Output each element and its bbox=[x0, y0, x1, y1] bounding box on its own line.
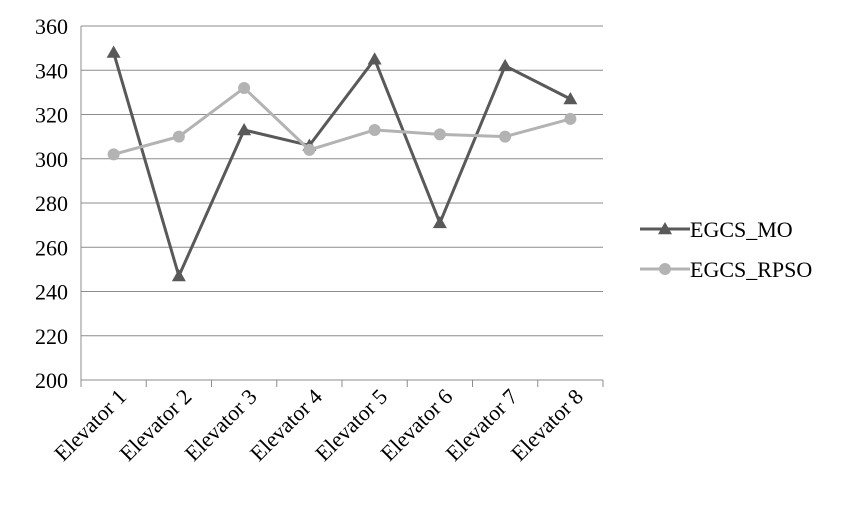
y-tick-label: 260 bbox=[35, 235, 68, 260]
x-tick-label: Elevator 8 bbox=[506, 384, 588, 466]
legend-entry: EGCS_RPSO bbox=[640, 257, 812, 282]
legend-entry: EGCS_MO bbox=[640, 217, 793, 242]
legend-label: EGCS_MO bbox=[690, 217, 793, 242]
data-point bbox=[368, 123, 381, 136]
series bbox=[106, 45, 578, 282]
y-tick-label: 240 bbox=[35, 280, 68, 305]
data-point bbox=[564, 112, 577, 125]
data-point bbox=[107, 148, 120, 161]
y-tick-label: 360 bbox=[35, 14, 68, 39]
series-egcs-mo bbox=[106, 45, 578, 282]
y-tick-label: 200 bbox=[35, 368, 68, 393]
legend-marker bbox=[658, 222, 672, 235]
series-line bbox=[113, 86, 571, 156]
data-point bbox=[563, 92, 578, 105]
data-point bbox=[367, 52, 382, 65]
series-line bbox=[112, 52, 572, 278]
y-tick-label: 320 bbox=[35, 103, 68, 128]
data-point bbox=[237, 122, 252, 136]
legend-label: EGCS_RPSO bbox=[690, 257, 812, 282]
y-tick-label: 220 bbox=[35, 324, 68, 349]
data-point bbox=[303, 143, 316, 156]
axes bbox=[80, 26, 604, 387]
y-tick-label: 340 bbox=[35, 58, 68, 83]
data-point bbox=[433, 128, 446, 141]
data-point bbox=[172, 130, 185, 143]
data-point bbox=[432, 215, 447, 229]
series-egcs-rpso bbox=[107, 81, 577, 161]
legend-marker bbox=[659, 263, 671, 275]
data-point bbox=[499, 130, 512, 143]
y-tick-label: 300 bbox=[35, 147, 68, 172]
legend: EGCS_MO EGCS_RPSO bbox=[640, 217, 812, 282]
y-tick-label: 280 bbox=[35, 191, 68, 216]
data-point bbox=[498, 58, 513, 72]
data-point bbox=[171, 269, 186, 282]
grid bbox=[81, 25, 603, 337]
data-point bbox=[106, 45, 121, 58]
y-tick-labels: 200 220 240 260 280 300 320 340 360 bbox=[35, 14, 68, 393]
data-point bbox=[238, 81, 251, 94]
